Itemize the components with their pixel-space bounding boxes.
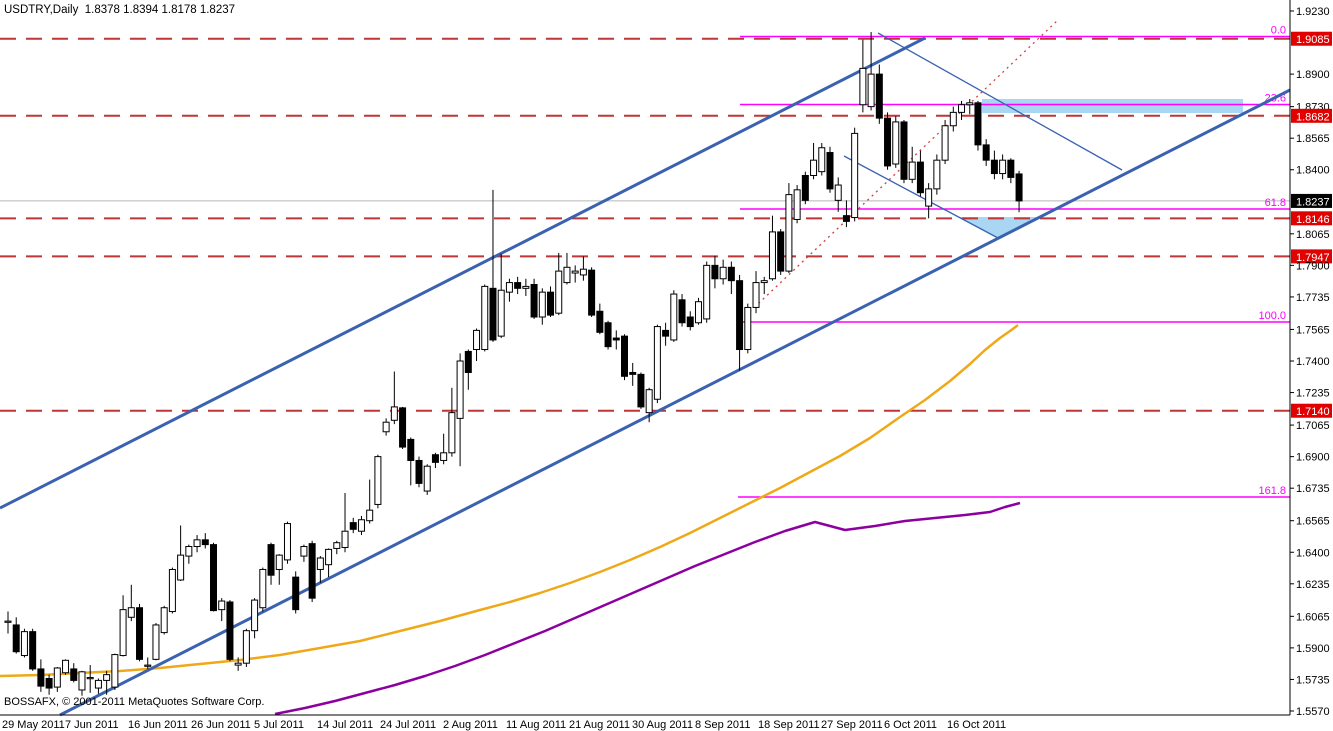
price-tag — [1291, 249, 1332, 264]
dotted-trendline — [740, 19, 1059, 321]
price-axis-label: 1.8900 — [1296, 69, 1330, 81]
date-axis-label: 24 Jul 2011 — [380, 719, 436, 731]
price-axis-label: 1.8400 — [1296, 165, 1330, 177]
date-axis-label: 16 Oct 2011 — [947, 719, 1006, 731]
price-tag-label: 1.8146 — [1296, 214, 1330, 226]
copyright-text: BOSSAFX, © 2001-2011 MetaQuotes Software… — [4, 696, 265, 708]
price-tag — [1291, 31, 1332, 46]
price-axis-label: 1.5735 — [1296, 674, 1330, 686]
moving-average-slow — [274, 501, 1021, 716]
fibonacci-label: 161.8 — [1258, 485, 1286, 497]
trendline-channel-lower — [59, 88, 1291, 717]
fibonacci-label: 0.0 — [1271, 25, 1286, 37]
date-axis-label: 30 Aug 2011 — [632, 719, 693, 731]
price-axis-label: 1.7565 — [1296, 324, 1330, 336]
price-tag-label: 1.8237 — [1296, 196, 1330, 208]
price-tag — [1291, 211, 1332, 226]
date-axis-label: 26 Jun 2011 — [191, 719, 251, 731]
price-axis-label: 1.7735 — [1296, 292, 1330, 304]
moving-average-fast — [0, 324, 1019, 678]
price-axis-label: 1.6065 — [1296, 611, 1330, 623]
price-axis-label: 1.6400 — [1296, 547, 1330, 559]
price-axis-label: 1.7900 — [1296, 260, 1330, 272]
price-axis-label: 1.9230 — [1296, 6, 1330, 18]
price-tag-label: 1.8682 — [1296, 111, 1330, 123]
resistance-zone-rectangle — [982, 99, 1243, 113]
fibonacci-label: 100.0 — [1258, 310, 1286, 322]
trendline-pennant-upper — [843, 155, 999, 239]
candlestick-series — [4, 32, 1023, 696]
price-tag — [1291, 193, 1332, 208]
trendline-channel-upper — [0, 36, 926, 510]
price-axis-label: 1.6235 — [1296, 579, 1330, 591]
date-axis-label: 6 Oct 2011 — [884, 719, 937, 731]
fibonacci-label: 61.8 — [1265, 197, 1286, 209]
date-axis-label: 7 Jun 2011 — [65, 719, 119, 731]
price-axis-label: 1.5570 — [1296, 706, 1330, 718]
price-tag-label: 1.7947 — [1296, 252, 1330, 264]
price-axis-label: 1.8565 — [1296, 133, 1330, 145]
price-axis-label: 1.8065 — [1296, 229, 1330, 241]
trendline-resistance-descending — [877, 32, 1123, 171]
price-axis-label: 1.6735 — [1296, 483, 1330, 495]
date-axis-label: 11 Aug 2011 — [506, 719, 566, 731]
date-axis-label: 2 Aug 2011 — [443, 719, 498, 731]
price-tag-label: 1.9085 — [1296, 34, 1330, 46]
price-axis-label: 1.5900 — [1296, 643, 1330, 655]
price-axis-label: 1.6900 — [1296, 452, 1330, 464]
price-tag — [1291, 108, 1332, 123]
price-axis-label: 1.7235 — [1296, 388, 1330, 400]
date-axis-label: 27 Sep 2011 — [821, 719, 883, 731]
price-axis-label: 1.7400 — [1296, 356, 1330, 368]
price-axis-label: 1.7065 — [1296, 420, 1330, 432]
date-axis-label: 18 Sep 2011 — [758, 719, 820, 731]
date-axis-label: 21 Aug 2011 — [569, 719, 630, 731]
date-axis-label: 14 Jul 2011 — [317, 719, 373, 731]
date-axis-label: 16 Jun 2011 — [128, 719, 188, 731]
pennant-zone-triangle — [958, 217, 1040, 238]
date-axis-label: 5 Jul 2011 — [254, 719, 304, 731]
price-tag-label: 1.7140 — [1296, 406, 1330, 418]
price-tag — [1291, 403, 1332, 418]
date-axis-label: 29 May 2011 — [2, 719, 65, 731]
chart-title: USDTRY,Daily 1.8378 1.8394 1.8178 1.8237 — [4, 4, 236, 16]
price-axis-label: 1.6565 — [1296, 516, 1330, 528]
date-axis-label: 8 Sep 2011 — [695, 719, 750, 731]
